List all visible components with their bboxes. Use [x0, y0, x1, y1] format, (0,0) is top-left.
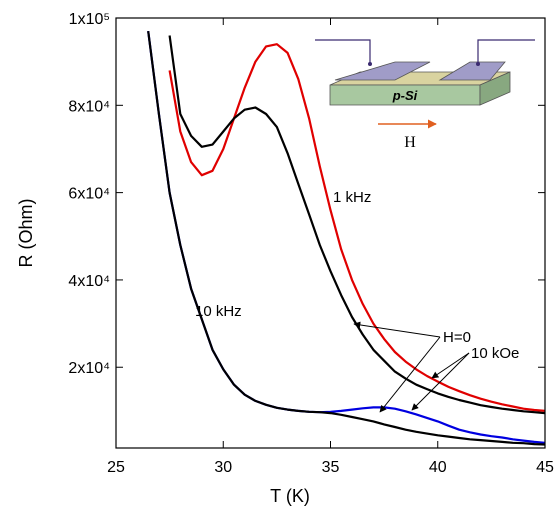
x-axis-label: T (K) [270, 486, 310, 506]
y-tick-label: 8x10⁴ [68, 98, 110, 115]
annotation-arrows [353, 321, 470, 413]
y-tick-label: 4x10⁴ [68, 273, 110, 290]
x-tick-label: 35 [322, 459, 340, 476]
x-tick-label: 25 [107, 459, 125, 476]
y-tick-label: 6x10⁴ [68, 186, 110, 203]
inset-diagram [315, 39, 535, 129]
y-tick-label: 1x10⁵ [69, 11, 110, 28]
annotation: 10 kHz [195, 303, 242, 320]
plot-lines [147, 30, 545, 446]
series-line [147, 30, 545, 446]
inset-label: H [404, 134, 416, 151]
x-tick-label: 45 [536, 459, 554, 476]
x-tick-label: 40 [429, 459, 447, 476]
inset-label: p-Si [392, 88, 418, 103]
series-line [168, 43, 545, 412]
y-tick-label: 2x10⁴ [68, 360, 110, 377]
annotation: H=0 [443, 329, 471, 346]
x-tick-label: 30 [214, 459, 232, 476]
y-axis-label: R (Ohm) [16, 199, 36, 268]
annotation: 1 kHz [333, 189, 371, 206]
annotation: 10 kOe [471, 345, 519, 362]
